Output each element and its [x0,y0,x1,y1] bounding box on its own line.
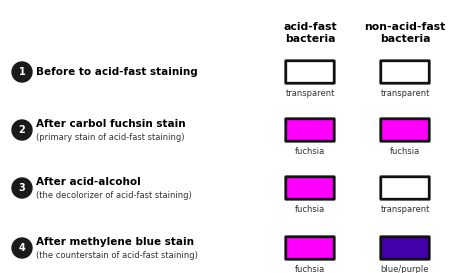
Text: 3: 3 [18,183,26,193]
Text: fuchsia: fuchsia [295,205,325,214]
Circle shape [12,178,32,198]
FancyBboxPatch shape [286,61,334,83]
Circle shape [12,120,32,140]
Text: (the decolorizer of acid-fast staining): (the decolorizer of acid-fast staining) [36,191,192,200]
Text: After carbol fuchsin stain: After carbol fuchsin stain [36,119,186,129]
Text: acid-fast
bacteria: acid-fast bacteria [283,22,337,44]
Text: (the counterstain of acid-fast staining): (the counterstain of acid-fast staining) [36,251,198,260]
FancyBboxPatch shape [381,119,429,141]
Text: (primary stain of acid-fast staining): (primary stain of acid-fast staining) [36,133,184,143]
Text: fuchsia: fuchsia [390,147,420,156]
Text: transparent: transparent [380,89,430,98]
FancyBboxPatch shape [381,61,429,83]
Text: blue/purple: blue/purple [381,265,429,273]
Text: 2: 2 [18,125,26,135]
FancyBboxPatch shape [381,177,429,199]
Text: Before to acid-fast staining: Before to acid-fast staining [36,67,198,77]
Text: transparent: transparent [380,205,430,214]
Text: transparent: transparent [285,89,335,98]
Text: After methylene blue stain: After methylene blue stain [36,237,194,247]
Circle shape [12,238,32,258]
Text: 1: 1 [18,67,26,77]
Text: fuchsia: fuchsia [295,147,325,156]
FancyBboxPatch shape [286,237,334,259]
Text: 4: 4 [18,243,26,253]
FancyBboxPatch shape [286,119,334,141]
FancyBboxPatch shape [286,177,334,199]
Circle shape [12,62,32,82]
Text: non-acid-fast
bacteria: non-acid-fast bacteria [365,22,446,44]
Text: After acid-alcohol: After acid-alcohol [36,177,141,187]
FancyBboxPatch shape [381,237,429,259]
Text: fuchsia: fuchsia [295,265,325,273]
